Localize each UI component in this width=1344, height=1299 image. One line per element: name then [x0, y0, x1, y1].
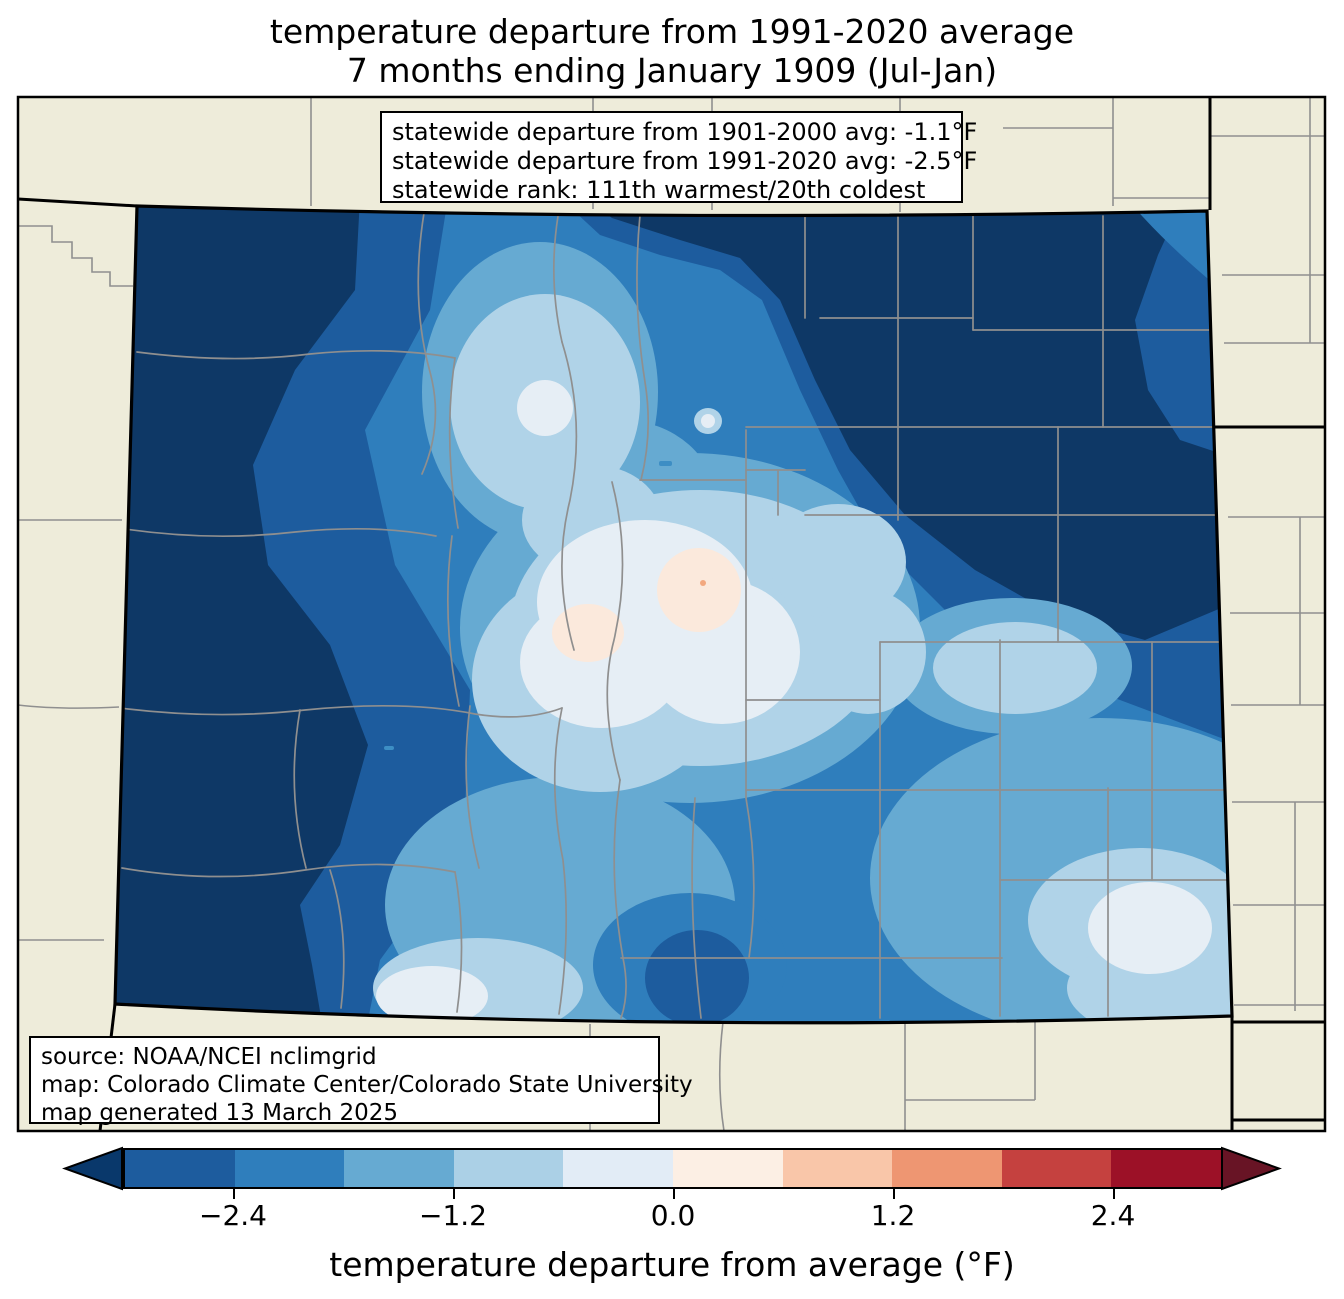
neighbor-state-borders	[18, 97, 1325, 1131]
map-credit-line: map: Colorado Climate Center/Colorado St…	[41, 1072, 693, 1098]
colorbar-segment	[892, 1150, 1002, 1187]
plot-frame-border	[16, 95, 1327, 1133]
colorbar-tickmark	[673, 1189, 675, 1199]
colorbar-tickmark	[453, 1189, 455, 1199]
chart-title: temperature departure from 1991-2020 ave…	[0, 12, 1344, 90]
colorbar-segment	[563, 1150, 673, 1187]
colorbar-segment	[1001, 1150, 1112, 1187]
colorbar-segment	[1111, 1150, 1221, 1187]
stats-box: statewide departure from 1901-2000 avg: …	[380, 111, 978, 204]
chart-title-line2: 7 months ending January 1909 (Jul-Jan)	[346, 51, 998, 90]
source-line: source: NOAA/NCEI nclimgrid	[41, 1044, 377, 1070]
colorbar-segments	[125, 1150, 1221, 1187]
colorbar-tick-label: 0.0	[650, 1199, 696, 1232]
colorbar-tickmark	[1113, 1189, 1115, 1199]
colorbar-tick-label: −1.2	[419, 1199, 487, 1232]
contour-level-6	[552, 548, 741, 662]
colorbar-over-arrow	[1221, 1146, 1282, 1191]
stats-line-1901-2000: statewide departure from 1901-2000 avg: …	[392, 118, 978, 146]
colorbar	[123, 1148, 1223, 1189]
colorbar-under-arrow	[62, 1146, 123, 1191]
contour-level-7	[700, 580, 706, 586]
water-bodies	[384, 461, 672, 750]
colorbar-segment	[125, 1150, 235, 1187]
colorbar-segment	[672, 1150, 783, 1187]
chart-title-line1: temperature departure from 1991-2020 ave…	[269, 12, 1075, 51]
contour-level-0	[115, 206, 1232, 1023]
colorbar-tickmark	[893, 1189, 895, 1199]
colorbar-tick-label: −2.4	[199, 1199, 267, 1232]
colorado-state-border	[113, 204, 1234, 1025]
colorbar-tickmark	[233, 1189, 235, 1199]
colorbar-tick-label: 2.4	[1090, 1199, 1136, 1232]
source-box: source: NOAA/NCEI nclimgrid map: Colorad…	[29, 1036, 693, 1126]
colorbar-segment	[782, 1150, 893, 1187]
stats-line-1991-2020: statewide departure from 1991-2020 avg: …	[392, 147, 978, 175]
colorbar-segment	[453, 1150, 564, 1187]
stats-line-rank: statewide rank: 111th warmest/20th colde…	[392, 176, 926, 204]
contour-field	[115, 206, 1232, 1023]
colorbar-segment	[344, 1150, 454, 1187]
generated-date-line: map generated 13 March 2025	[41, 1100, 399, 1126]
colorbar-axis-label: temperature departure from average (°F)	[329, 1245, 1015, 1284]
colorbar-tick-label: 1.2	[870, 1199, 916, 1232]
colorado-county-lines	[117, 212, 1232, 1019]
colorbar-segment	[234, 1150, 345, 1187]
